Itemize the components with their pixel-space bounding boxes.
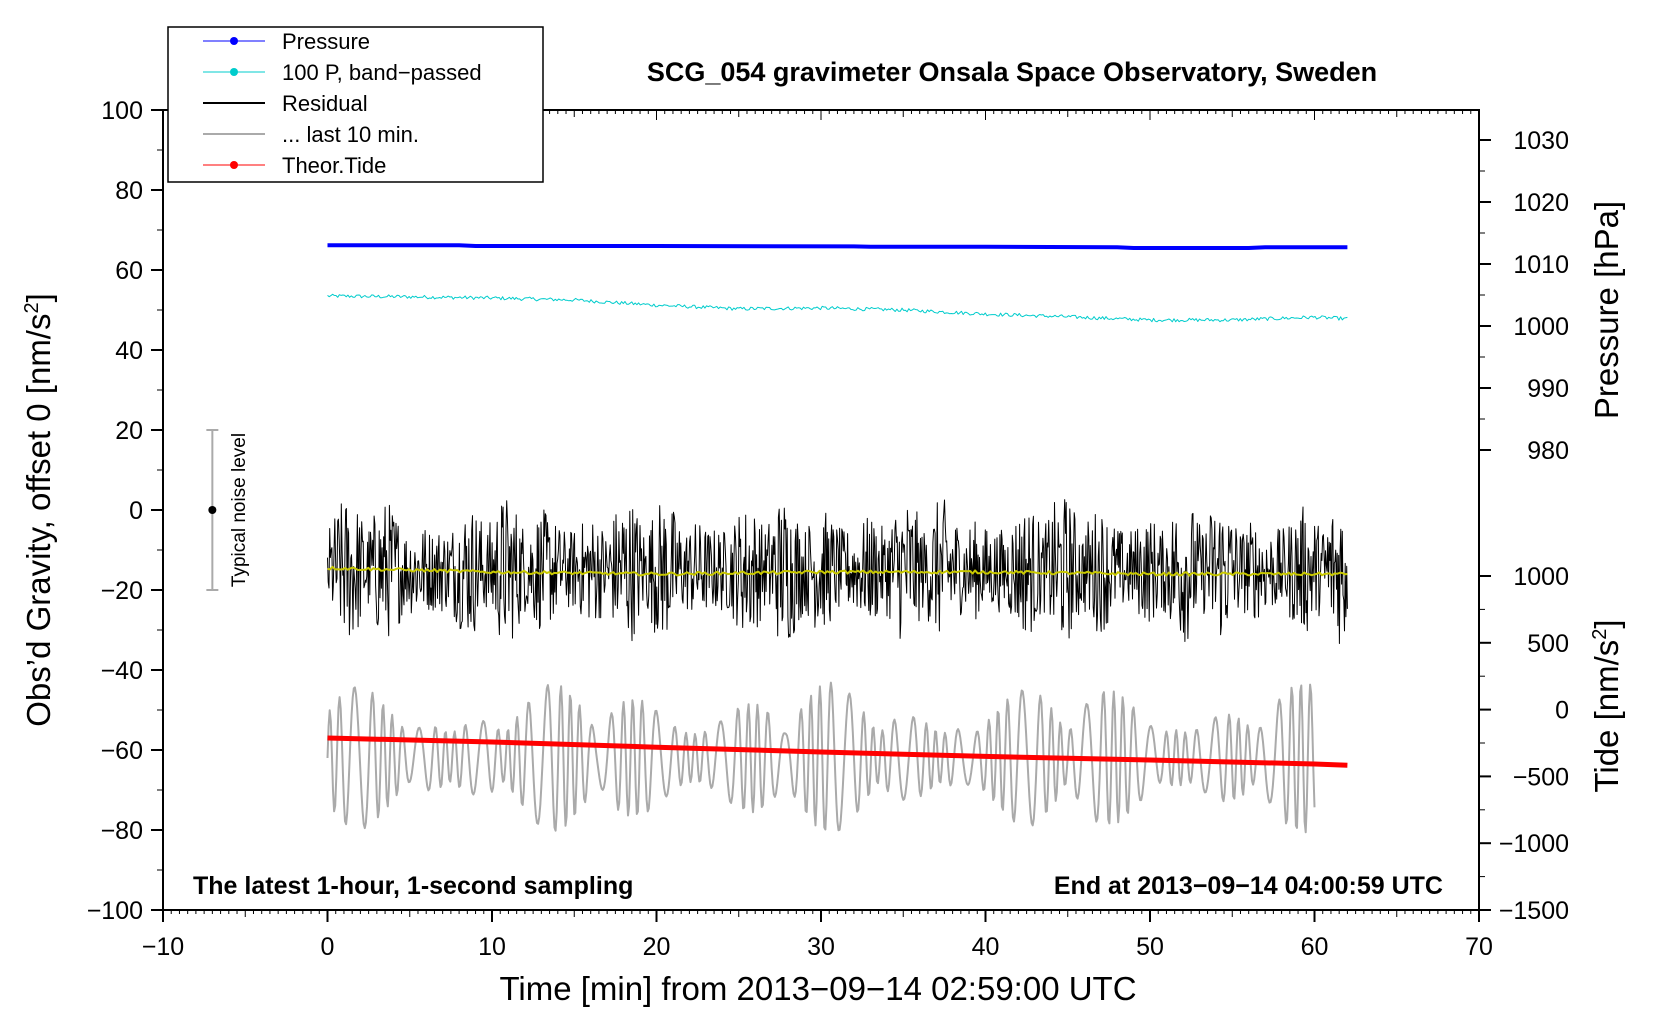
- pressure-line: [327, 243, 1348, 250]
- data-series: [206, 243, 1348, 834]
- y-tick-label: 80: [115, 177, 143, 205]
- legend-box: [167, 26, 544, 183]
- noise-bar-center: [208, 506, 217, 514]
- x-tick-label: 50: [1136, 933, 1164, 961]
- legend-marker: [230, 68, 238, 76]
- y-tick-label: −20: [101, 577, 143, 605]
- last-10-min-line: [326, 681, 1316, 834]
- sampling-annotation: The latest 1-hour, 1-second sampling: [193, 872, 633, 900]
- legend: Pressure 100 P, band−passed Residual ... la…: [167, 26, 544, 183]
- tide-axis-tick-label: −1500: [1499, 897, 1569, 925]
- x-tick-label: 40: [972, 933, 1000, 961]
- pressure-axis-tick-label: 990: [1527, 375, 1569, 403]
- tide-axis-tick-label: 0: [1555, 697, 1569, 725]
- y-tick-label: −100: [87, 897, 143, 925]
- tide-axis-tick-label: 500: [1527, 630, 1569, 658]
- legend-label: Residual: [282, 91, 368, 116]
- end-time-annotation: End at 2013−09−14 04:00:59 UTC: [1054, 872, 1443, 900]
- y-tick-label: −80: [101, 817, 143, 845]
- legend-marker: [230, 161, 238, 169]
- tide-axis-title: Tide [nm/s2]: [1588, 619, 1625, 792]
- y-tick-label: 40: [115, 337, 143, 365]
- pressure-axis-tick-label: 1030: [1513, 127, 1569, 155]
- y-tick-label: 20: [115, 417, 143, 445]
- legend-label: ... last 10 min.: [282, 122, 419, 147]
- y-tick-label: 60: [115, 257, 143, 285]
- y-tick-label: 100: [101, 97, 143, 125]
- x-tick-label: 70: [1465, 933, 1493, 961]
- pressure-axis-tick-label: 1000: [1513, 313, 1569, 341]
- tide-axis-tick-label: −1000: [1499, 830, 1569, 858]
- chart-title: SCG_054 gravimeter Onsala Space Observat…: [647, 57, 1377, 87]
- noise-level-label: Typical noise level: [229, 433, 250, 587]
- pressure-axis-tick-label: 980: [1527, 437, 1569, 465]
- x-tick-label: 60: [1301, 933, 1329, 961]
- y-axis-title-left-main: Obs’d Gravity, offset 0 [nm/s: [20, 314, 57, 727]
- y-axis-title-left-sup: 2: [21, 302, 43, 313]
- tide-axis-title-main: Tide [nm/s: [1588, 640, 1625, 793]
- x-tick-label: −10: [142, 933, 184, 961]
- legend-label: Pressure: [282, 29, 370, 54]
- tide-axis-title-sup: 2: [1589, 629, 1611, 640]
- y-axis-title-left: Obs’d Gravity, offset 0 [nm/s2]: [20, 293, 57, 727]
- y-tick-label: 0: [129, 497, 143, 525]
- y-tick-label: −60: [101, 737, 143, 765]
- tide-axis-tick-label: −500: [1513, 763, 1569, 791]
- axis-ticks: −10 0 10 20 30 40 50 60 70100806040200−20−40−60−…: [87, 97, 1569, 961]
- x-tick-label: 20: [643, 933, 671, 961]
- legend-label: Theor.Tide: [282, 153, 386, 178]
- x-tick-label: 30: [807, 933, 835, 961]
- tide-axis-tick-label: 1000: [1513, 563, 1569, 591]
- residual-smoothed-line: [327, 565, 1348, 577]
- y-tick-label: −40: [101, 657, 143, 685]
- x-tick-label: 10: [478, 933, 506, 961]
- tide-line: [327, 735, 1348, 768]
- residual-line: [327, 499, 1348, 644]
- legend-label: 100 P, band−passed: [282, 60, 482, 85]
- x-tick-label: 0: [321, 933, 335, 961]
- tide-axis-title-end: ]: [1588, 619, 1625, 628]
- band-passed-pressure-line: [327, 293, 1348, 323]
- pressure-axis-tick-label: 1020: [1513, 189, 1569, 217]
- pressure-axis-title: Pressure [hPa]: [1588, 201, 1625, 419]
- y-axis-title-left-end: ]: [20, 293, 57, 302]
- x-axis-title: Time [min] from 2013−09−14 02:59:00 UTC: [499, 970, 1136, 1007]
- legend-marker: [230, 37, 238, 45]
- pressure-axis-tick-label: 1010: [1513, 251, 1569, 279]
